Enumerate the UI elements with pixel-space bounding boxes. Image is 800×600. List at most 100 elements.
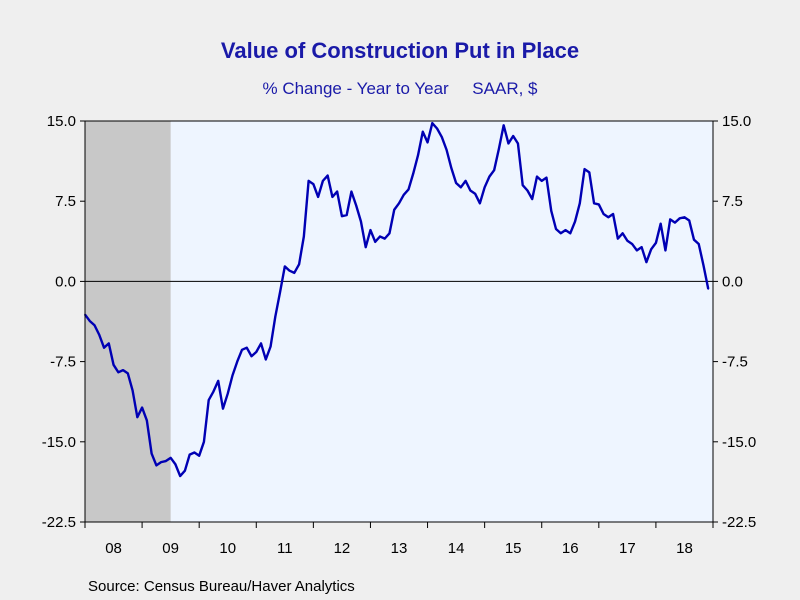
data-point (203, 440, 205, 443)
data-point (669, 218, 672, 221)
data-point (255, 351, 258, 353)
data-point (583, 168, 586, 171)
data-point (526, 189, 529, 192)
data-point (117, 371, 120, 374)
data-point (693, 238, 695, 241)
data-point (283, 265, 286, 268)
series-points (84, 122, 710, 477)
data-point (336, 190, 339, 193)
data-point (574, 220, 576, 223)
data-point (207, 399, 210, 401)
data-point (707, 287, 710, 290)
data-point (383, 237, 386, 240)
data-point (488, 175, 491, 178)
y-tick-label-left: 15.0 (47, 113, 76, 130)
y-tick-label-left: -15.0 (42, 434, 76, 451)
x-tick-label: 10 (219, 540, 236, 557)
data-point (269, 345, 272, 348)
data-point (288, 269, 291, 272)
x-tick-label: 12 (334, 540, 351, 557)
data-point (664, 249, 667, 252)
data-point (136, 416, 139, 419)
recession-shading (85, 121, 171, 522)
data-point (536, 175, 538, 178)
data-point (379, 235, 381, 238)
axis-ticks (80, 120, 718, 528)
data-point (635, 249, 638, 252)
data-point (131, 389, 134, 392)
data-point (678, 217, 681, 220)
data-point (302, 235, 305, 238)
data-point (369, 229, 372, 231)
data-point (145, 419, 148, 422)
data-point (483, 186, 486, 189)
data-point (393, 208, 396, 211)
data-point (250, 355, 253, 358)
series-line (84, 121, 710, 478)
data-point (559, 232, 562, 235)
data-point (98, 333, 101, 336)
x-tick-label: 13 (391, 540, 408, 557)
y-tick-label-right: 0.0 (722, 273, 743, 290)
data-point (164, 460, 167, 462)
data-point (450, 167, 453, 169)
data-point (321, 179, 324, 182)
data-point (421, 130, 424, 133)
data-point (231, 374, 234, 377)
data-point (569, 232, 572, 235)
data-point (350, 190, 353, 193)
data-point (345, 214, 348, 217)
data-point (374, 240, 377, 243)
data-point (174, 463, 177, 466)
data-point (341, 215, 343, 218)
data-point (188, 453, 191, 456)
data-point (455, 182, 457, 184)
data-point (274, 315, 277, 318)
data-point (640, 246, 643, 249)
data-point (317, 196, 320, 198)
data-point (593, 202, 595, 205)
data-point (645, 261, 648, 264)
data-point (426, 141, 429, 144)
data-point (226, 392, 229, 395)
data-point (326, 174, 329, 177)
data-point (179, 475, 182, 477)
data-point (502, 124, 505, 127)
data-point (578, 202, 581, 205)
x-tick-label: 16 (562, 540, 579, 557)
data-point (469, 189, 472, 192)
y-tick-label-right: 7.5 (722, 193, 743, 210)
plot-area (85, 121, 713, 522)
y-tick-label-left: 7.5 (55, 193, 76, 210)
data-point (236, 360, 239, 363)
data-point (355, 204, 358, 207)
data-point (412, 172, 415, 175)
data-point (540, 179, 543, 182)
data-point (564, 229, 567, 231)
data-point (331, 196, 334, 198)
data-point (198, 454, 201, 457)
chart-title: Value of Construction Put in Place (220, 38, 580, 63)
y-tick-label-left: -7.5 (50, 354, 76, 371)
data-point (122, 369, 124, 372)
data-point (364, 246, 367, 249)
data-point (459, 186, 462, 189)
data-point (88, 320, 91, 322)
data-point (155, 464, 158, 467)
data-point (521, 184, 524, 187)
y-tick-label-right: -15.0 (722, 434, 756, 451)
data-point (112, 363, 115, 366)
data-point (103, 346, 105, 349)
data-point (674, 221, 676, 224)
x-tick-label: 14 (448, 540, 465, 557)
data-point (602, 213, 605, 215)
data-point (545, 176, 548, 179)
data-point (464, 179, 467, 182)
data-point (688, 219, 691, 222)
data-point (440, 136, 443, 138)
data-point (260, 342, 262, 345)
data-point (612, 213, 614, 215)
data-point (141, 406, 143, 409)
